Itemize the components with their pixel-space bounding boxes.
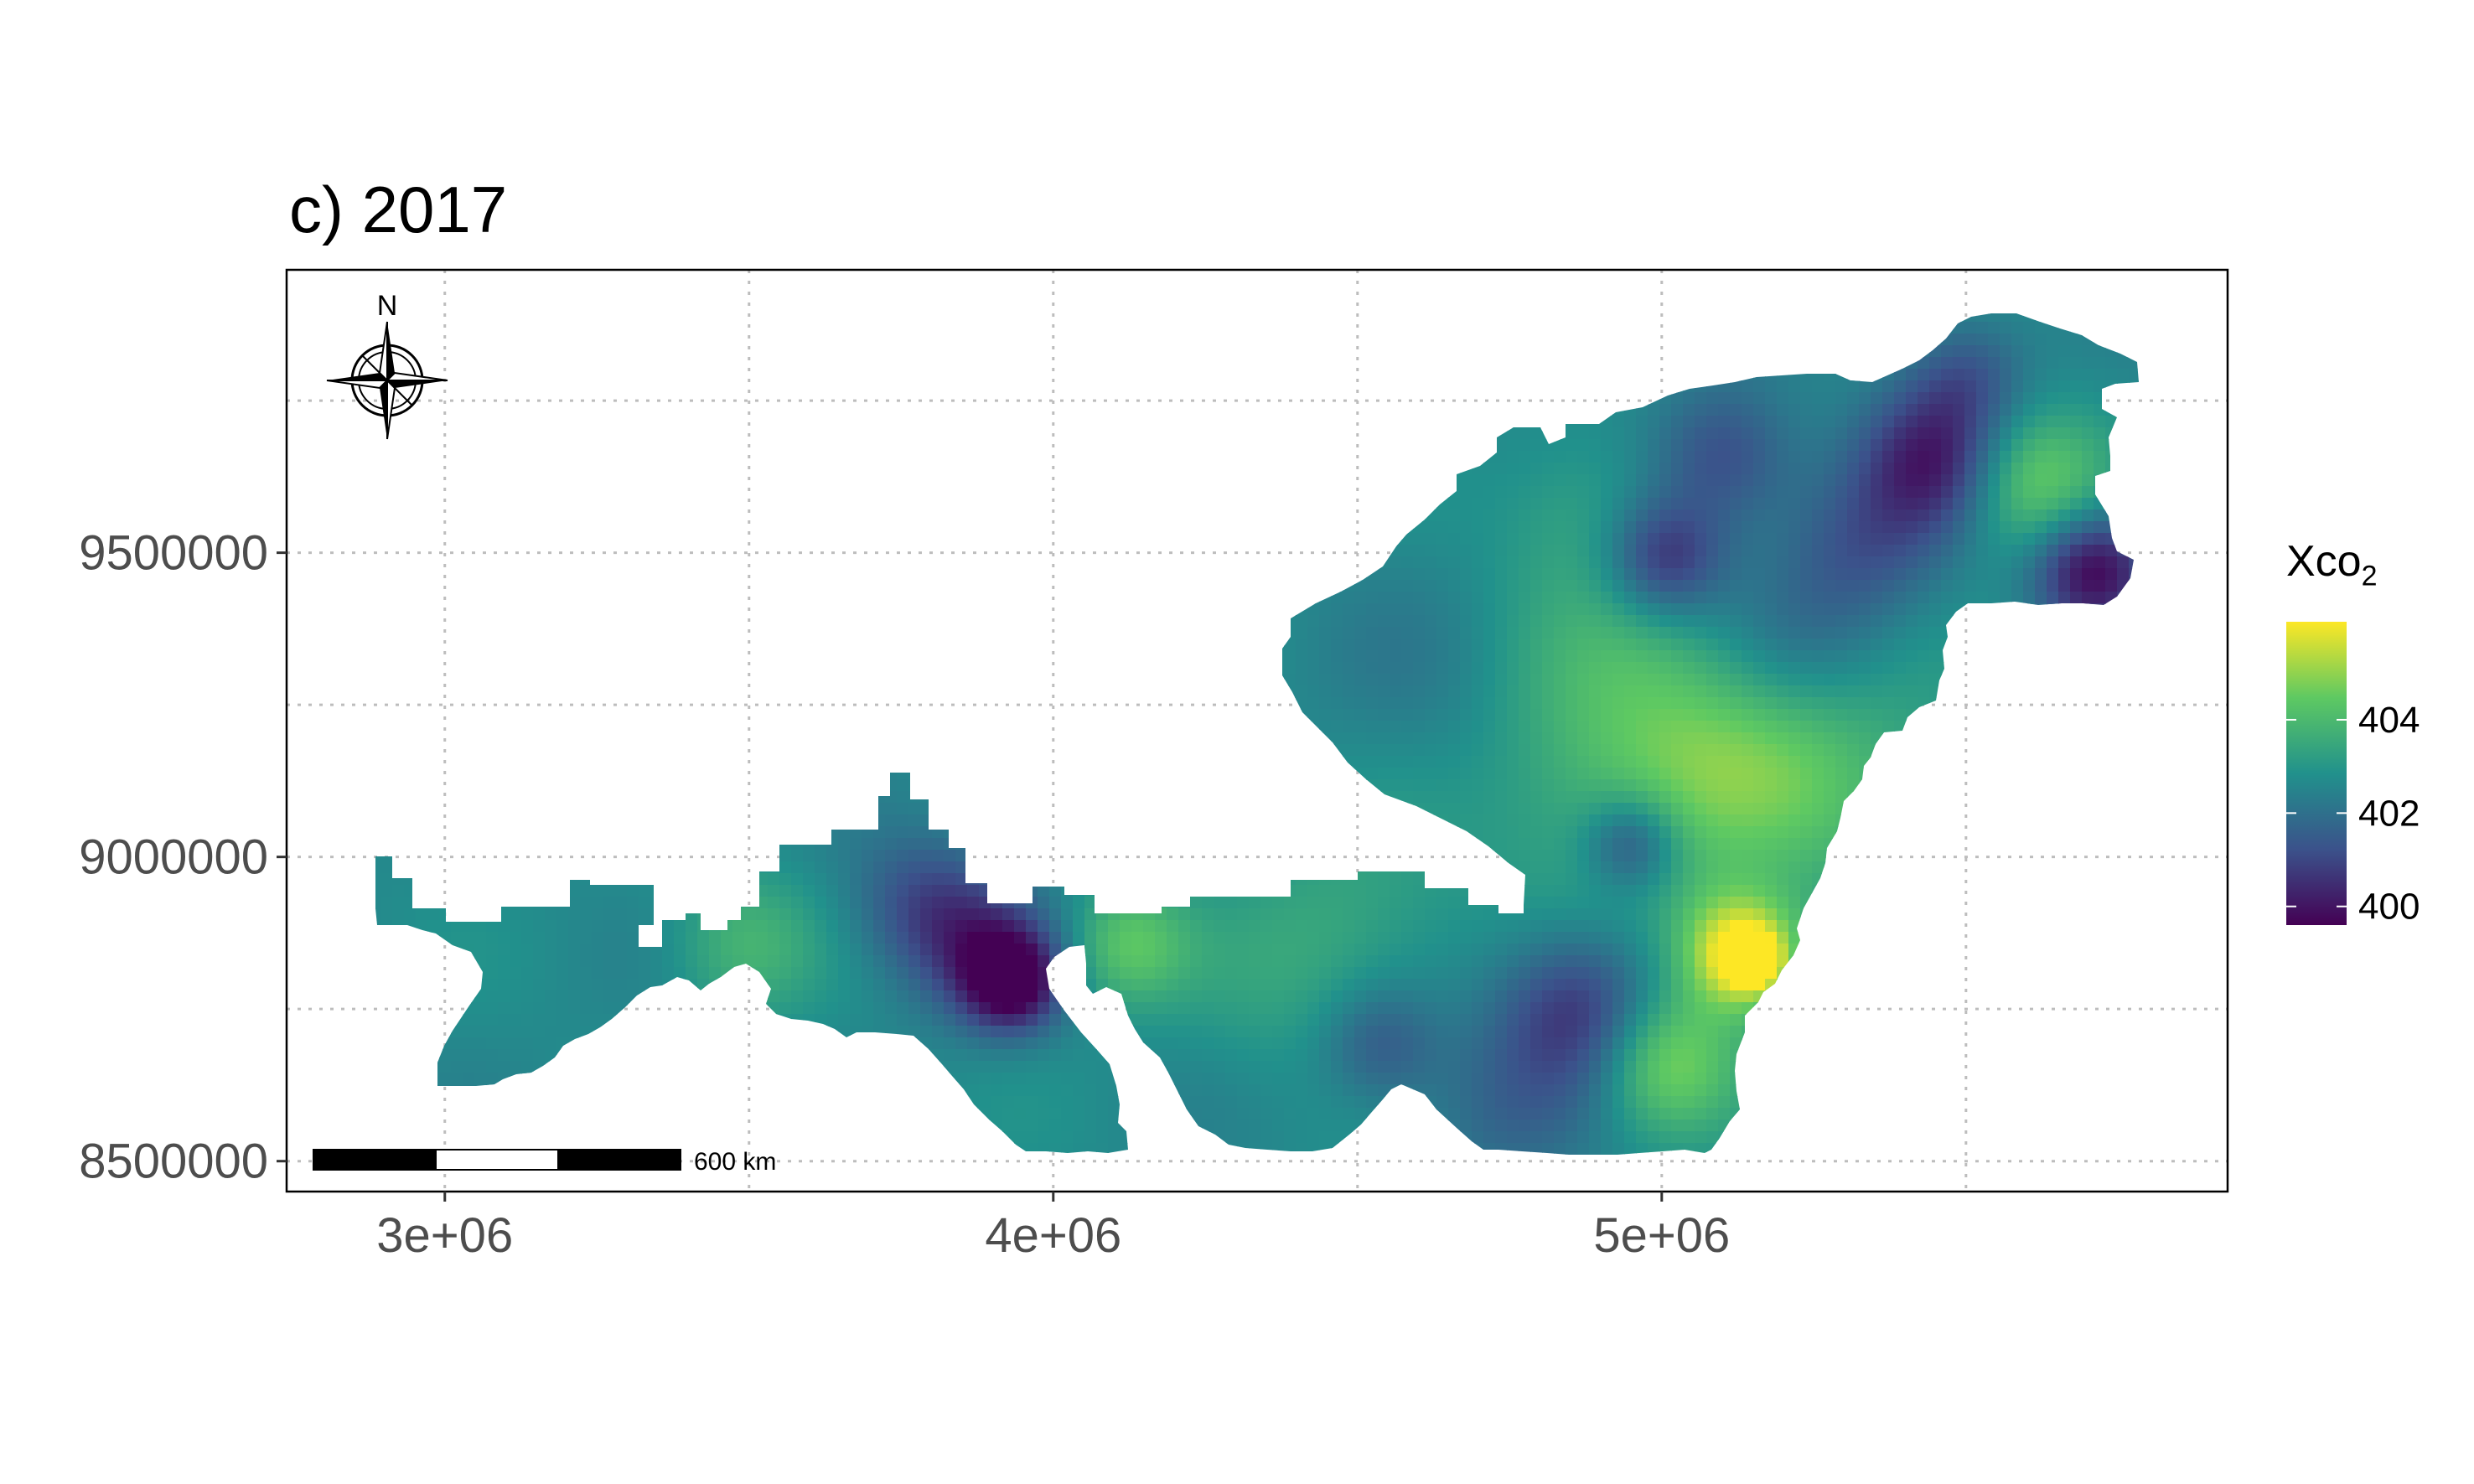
north-arrow-point-s — [380, 380, 387, 439]
north-arrow-point-e — [385, 371, 448, 381]
x-tick-label: 3e+06 — [376, 1208, 513, 1263]
legend-tick-label: 400 — [2358, 887, 2420, 928]
x-tick-label: 5e+06 — [1593, 1208, 1730, 1263]
y-tick-label: 9500000 — [79, 526, 268, 581]
scale-bar: 600 km — [313, 1148, 776, 1176]
legend-title: Xco2 — [2286, 536, 2378, 592]
y-tick-label: 8500000 — [79, 1135, 268, 1189]
x-tick-label: 4e+06 — [985, 1208, 1121, 1263]
legend-title-main: Xco — [2286, 537, 2362, 586]
north-arrow: N — [326, 290, 448, 440]
legend-colorbar — [2286, 622, 2347, 925]
scale-bar-label: 600 km — [694, 1148, 776, 1176]
scale-bar-seg-1 — [313, 1149, 437, 1171]
legend-tick-label: 404 — [2358, 700, 2420, 741]
axes: 3e+06 4e+06 5e+06 9500000 9000000 8500000 — [79, 526, 1730, 1263]
north-arrow-point-e — [387, 380, 448, 388]
scale-bar-seg-3 — [557, 1149, 681, 1171]
scale-bar-seg-2 — [435, 1149, 559, 1171]
legend-tick-label: 402 — [2358, 793, 2420, 834]
legend: 404 402 400 — [2286, 622, 2420, 928]
north-arrow-point-w — [326, 380, 390, 390]
legend-title-sub: 2 — [2361, 560, 2378, 592]
y-tick-label: 9000000 — [79, 830, 268, 885]
north-arrow-point-w — [327, 373, 387, 380]
legend-ticks: 404 402 400 — [2286, 700, 2420, 928]
map-title: c) 2017 — [289, 173, 508, 246]
north-arrow-point-n — [387, 322, 395, 380]
north-arrow-label: N — [377, 290, 398, 322]
plot-border — [285, 268, 2229, 1193]
